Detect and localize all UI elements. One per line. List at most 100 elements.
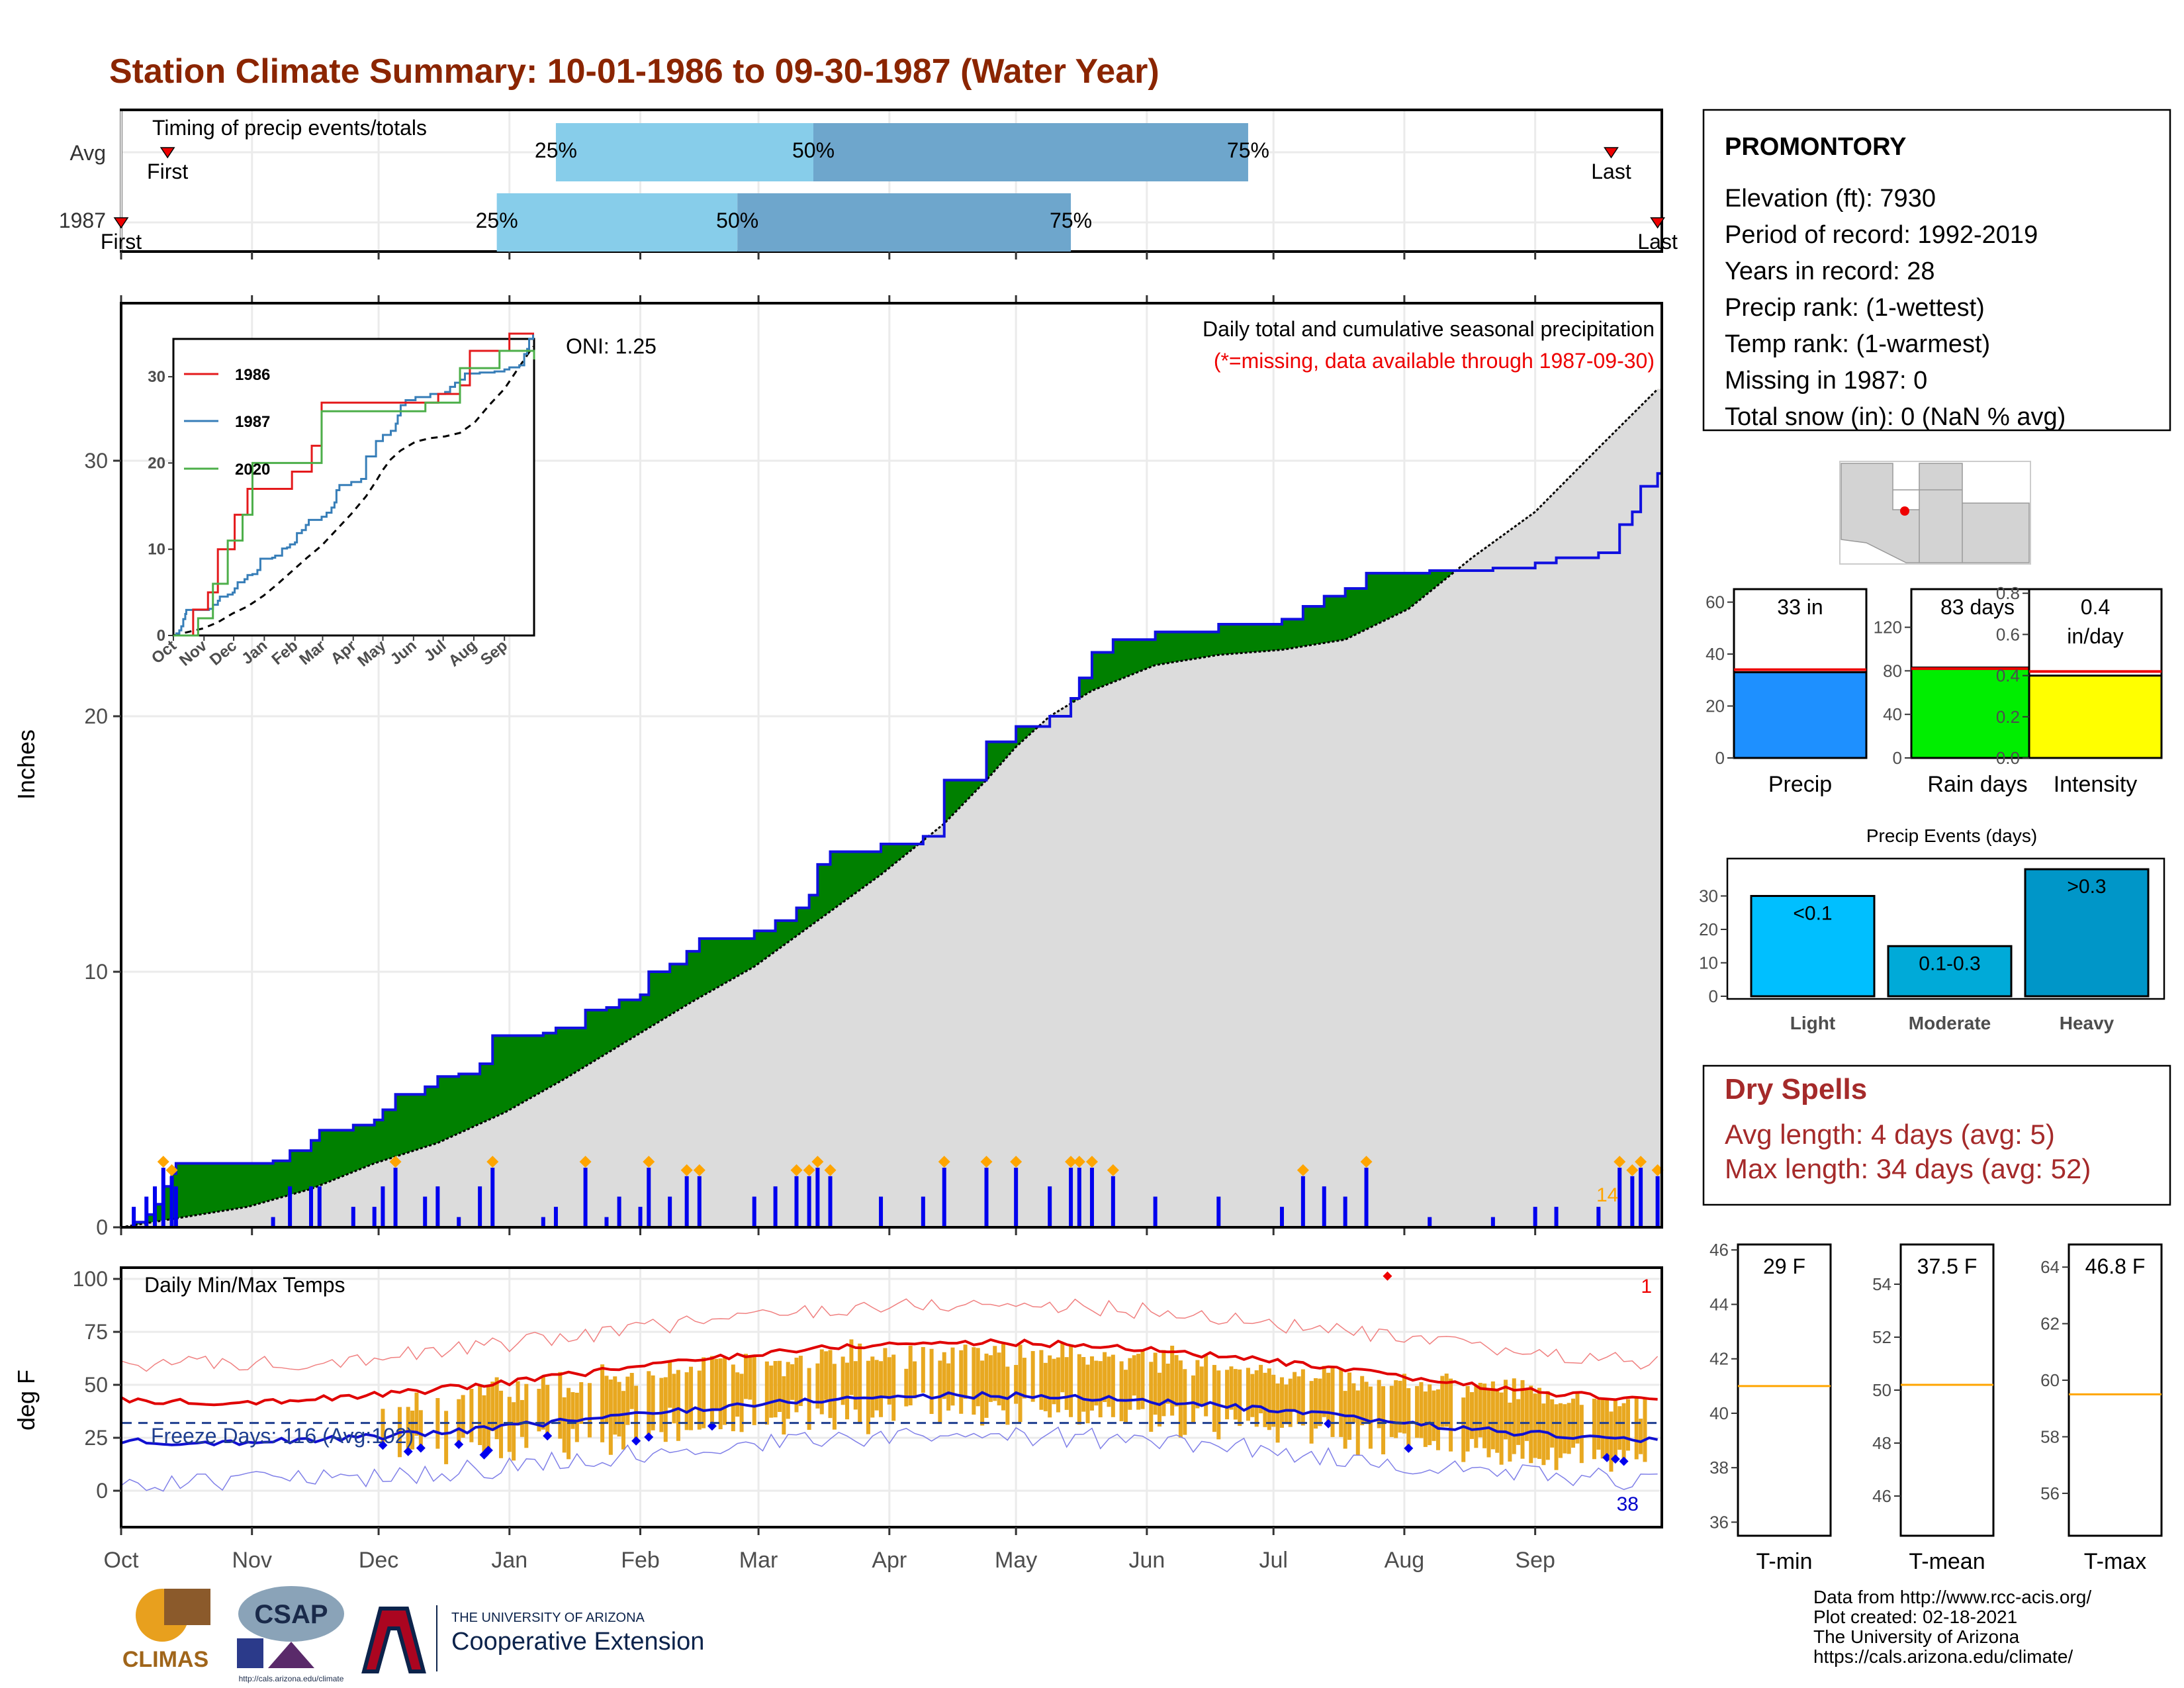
daily-temp-bar — [1098, 1361, 1103, 1418]
daily-temp-bar — [1191, 1375, 1196, 1423]
daily-temp-bar — [608, 1379, 613, 1455]
timing-first-label-1: First — [101, 230, 142, 254]
csap-mountain-icon — [268, 1642, 314, 1668]
temp-content — [120, 1271, 1661, 1492]
daily-temp-bar — [887, 1357, 891, 1405]
daily-temp-bar — [461, 1395, 465, 1438]
credit-university: The University of Arizona — [1813, 1626, 2020, 1647]
temp-bar-tick-label-0-5: 46 — [1709, 1240, 1729, 1260]
daily-temp-bar — [942, 1352, 946, 1399]
university-arizona-logo: THE UNIVERSITY OF ARIZONA Cooperative Ex… — [361, 1605, 704, 1673]
month-label-2: Dec — [359, 1548, 398, 1573]
daily-temp-bar — [714, 1358, 719, 1409]
daily-temp-bar — [841, 1356, 845, 1405]
daily-temp-bar — [723, 1358, 727, 1425]
temp-bar-label-2: T-max — [2084, 1549, 2146, 1574]
daily-temp-bar — [1300, 1369, 1305, 1426]
daily-precip-bar — [1630, 1176, 1635, 1227]
daily-temp-bar — [1271, 1374, 1276, 1427]
freeze-marker — [543, 1431, 553, 1441]
daily-precip-bar — [173, 1186, 178, 1227]
daily-temp-bar — [1284, 1384, 1289, 1425]
daily-temp-bar — [950, 1347, 955, 1406]
daily-temp-bar — [702, 1357, 706, 1429]
daily-temp-bar — [1440, 1376, 1445, 1427]
temp-bar-tick-label-0-4: 44 — [1709, 1294, 1729, 1314]
daily-temp-bar — [1212, 1364, 1216, 1432]
timing-q75-label-1: 75% — [1050, 209, 1092, 232]
daily-temp-bar — [815, 1363, 820, 1409]
daily-temp-bar — [1030, 1350, 1035, 1402]
daily-precip-marker — [824, 1164, 837, 1176]
temp-bar-tick-label-2-2: 60 — [2040, 1370, 2060, 1390]
credit-data-source: Data from http://www.rcc-acis.org/ — [1813, 1587, 2091, 1607]
dry-spells-title: Dry Spells — [1725, 1073, 1867, 1105]
daily-temp-bar — [1419, 1382, 1424, 1438]
daily-precip-bar — [393, 1168, 398, 1227]
daily-temp-bar — [689, 1366, 694, 1430]
daily-temp-bar — [1625, 1399, 1630, 1451]
temp-ytick-label-4: 100 — [73, 1267, 108, 1291]
temp-ytick-label-3: 75 — [84, 1320, 108, 1344]
daily-temp-bar — [718, 1358, 723, 1430]
mini-bar-2 — [2028, 675, 2163, 759]
daily-temp-bar — [1132, 1355, 1136, 1396]
daily-precip-bar — [169, 1176, 174, 1227]
daily-temp-bar — [1123, 1370, 1128, 1423]
daily-temp-bar — [1529, 1385, 1533, 1464]
timing-bar-q2-1 — [737, 193, 1071, 252]
daily-temp-bar — [1482, 1383, 1487, 1448]
daily-precip-bar — [684, 1176, 689, 1227]
daily-temp-bar — [1259, 1364, 1263, 1414]
daily-precip-bar — [1639, 1168, 1643, 1227]
daily-temp-bar — [1267, 1368, 1271, 1430]
oni-label: ONI: 1.25 — [566, 334, 657, 358]
freeze-marker — [378, 1440, 388, 1450]
mini-bar-1 — [1910, 666, 2045, 759]
temp-ytick-label-1: 25 — [84, 1426, 108, 1450]
daily-temp-bar — [1140, 1349, 1145, 1409]
daily-precip-bar — [1533, 1207, 1537, 1227]
daily-precip-bar — [1089, 1168, 1094, 1227]
daily-temp-bar — [769, 1365, 774, 1418]
daily-precip-bar — [1111, 1176, 1115, 1227]
daily-precip-bar — [1343, 1196, 1347, 1227]
daily-temp-bar — [668, 1360, 672, 1408]
daily-precip-marker — [486, 1156, 499, 1168]
daily-temp-bar — [512, 1402, 516, 1461]
daily-temp-bar — [1402, 1374, 1406, 1434]
daily-temp-bar — [1432, 1390, 1436, 1441]
daily-temp-bar — [1085, 1364, 1090, 1424]
daily-temp-bar — [604, 1376, 609, 1423]
daily-temp-bar — [1149, 1362, 1154, 1432]
timing-panel: 25% 50% 75% First Last 25% 50% 75% First Last Tim… — [59, 109, 1678, 259]
daily-temp-bar — [562, 1397, 567, 1453]
precip-yticks: 0 10 20 30 — [84, 449, 121, 1239]
mini-tick-label-1-0: 0 — [1893, 748, 1902, 768]
daily-temp-bar — [1136, 1354, 1141, 1410]
daily-temp-bar — [976, 1348, 980, 1407]
daily-temp-bar — [574, 1392, 579, 1442]
daily-temp-bar — [993, 1346, 997, 1401]
inset-legend-2020: 2020 — [235, 461, 270, 479]
daily-temp-bar — [1170, 1345, 1175, 1416]
timing-row-label-avg: Avg — [69, 141, 106, 165]
daily-precip-marker — [1297, 1164, 1309, 1176]
daily-temp-bar — [782, 1376, 786, 1435]
daily-temp-bar — [1238, 1369, 1242, 1427]
daily-temp-bar — [1069, 1344, 1073, 1417]
mini-value-1: 83 days — [1940, 595, 2015, 619]
daily-precip-bar — [828, 1176, 833, 1227]
daily-temp-bar — [1465, 1385, 1470, 1452]
daily-temp-bar — [938, 1360, 942, 1424]
timing-bar-q1-0 — [555, 123, 814, 181]
daily-precip-marker — [811, 1156, 824, 1168]
daily-temp-bar — [786, 1362, 790, 1419]
daily-temp-bar — [858, 1343, 862, 1423]
temp-bar-tick-label-2-1: 58 — [2040, 1427, 2060, 1446]
daily-temp-bar — [1001, 1344, 1006, 1411]
daily-temp-bar — [1567, 1403, 1571, 1454]
events-bar-1 — [1887, 945, 2013, 998]
station-info-box: PROMONTORY Elevation (ft): 7930 Period o… — [1702, 109, 2171, 432]
